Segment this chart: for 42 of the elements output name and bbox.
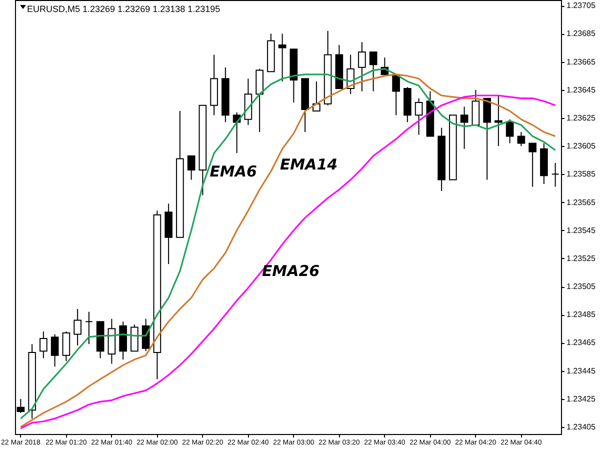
series-label: EMA6 <box>210 162 257 180</box>
candlestick <box>50 334 59 368</box>
y-tick-label: 1.23685 <box>566 29 596 38</box>
chart-title: EURUSD,M5 1.23269 1.23269 1.23138 1.23195 <box>27 4 220 14</box>
y-tick-label: 1.23405 <box>566 422 596 432</box>
y-tick-label: 1.23565 <box>566 198 596 207</box>
series-label: EMA26 <box>262 262 320 280</box>
candlestick <box>358 42 366 92</box>
y-tick-label: 1.23525 <box>566 254 596 263</box>
candlestick <box>312 80 320 112</box>
y-tick-label: 1.23625 <box>566 113 596 122</box>
y-tick-label: 1.23425 <box>566 394 596 404</box>
candlestick <box>517 132 526 147</box>
y-tick-label: 1.23605 <box>566 142 596 151</box>
candlestick <box>62 330 70 362</box>
candlestick <box>187 155 196 180</box>
candlestick <box>392 74 400 116</box>
candlestick <box>483 98 491 180</box>
candlestick <box>40 330 48 359</box>
y-tick-label: 1.23645 <box>566 85 596 94</box>
y-tick-label: 1.23585 <box>566 170 596 179</box>
candlestick <box>256 68 264 133</box>
candlestick <box>460 106 468 150</box>
candlestick <box>369 51 378 92</box>
candlestick <box>551 162 560 188</box>
y-tick-label: 1.23705 <box>566 1 596 10</box>
y-tick-label: 1.23465 <box>566 338 596 348</box>
candlestick <box>414 98 423 136</box>
y-tick-label: 1.23485 <box>566 310 596 320</box>
candlestick <box>278 33 286 82</box>
y-tick-label: 1.23505 <box>566 282 596 292</box>
y-tick-label: 1.23545 <box>566 226 596 235</box>
candlestick <box>472 89 480 126</box>
y-tick-label: 1.23665 <box>566 57 596 66</box>
candlestick <box>74 308 82 346</box>
candlestick <box>130 324 138 352</box>
candlestick <box>506 118 514 144</box>
candlestick <box>85 311 93 345</box>
candlestick <box>528 142 536 188</box>
y-tick-label: 1.23445 <box>566 366 596 376</box>
candlestick <box>494 95 502 147</box>
series-label: EMA14 <box>280 155 338 174</box>
